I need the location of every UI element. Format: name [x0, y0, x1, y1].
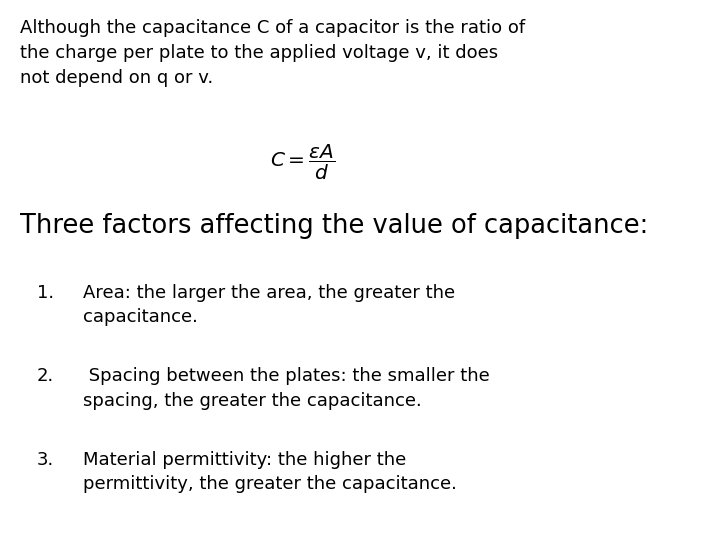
- Text: 2.: 2.: [37, 367, 54, 385]
- Text: 1.: 1.: [37, 284, 54, 301]
- Text: Although the capacitance C of a capacitor is the ratio of
the charge per plate t: Although the capacitance C of a capacito…: [20, 19, 526, 87]
- Text: $C = \dfrac{\varepsilon A}{d}$: $C = \dfrac{\varepsilon A}{d}$: [270, 143, 335, 183]
- Text: Spacing between the plates: the smaller the
spacing, the greater the capacitance: Spacing between the plates: the smaller …: [83, 367, 490, 409]
- Text: Material permittivity: the higher the
permittivity, the greater the capacitance.: Material permittivity: the higher the pe…: [83, 451, 456, 493]
- Text: 3.: 3.: [37, 451, 54, 469]
- Text: Area: the larger the area, the greater the
capacitance.: Area: the larger the area, the greater t…: [83, 284, 455, 326]
- Text: Three factors affecting the value of capacitance:: Three factors affecting the value of cap…: [20, 213, 649, 239]
